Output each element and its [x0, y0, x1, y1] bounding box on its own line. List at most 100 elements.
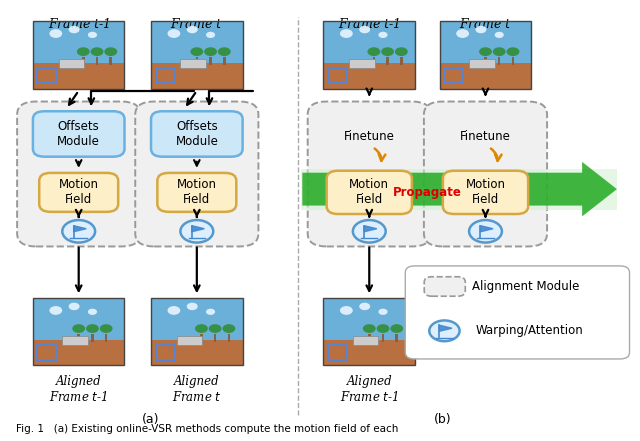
Circle shape — [91, 47, 104, 56]
Text: Aligned
Frame $t$-1: Aligned Frame $t$-1 — [49, 375, 108, 404]
Text: Frame $t$-1: Frame $t$-1 — [47, 17, 110, 30]
Circle shape — [168, 29, 180, 38]
Circle shape — [367, 47, 380, 56]
Circle shape — [86, 324, 99, 333]
Circle shape — [206, 32, 215, 38]
Circle shape — [49, 306, 62, 315]
Circle shape — [359, 26, 370, 33]
Circle shape — [390, 324, 403, 333]
Bar — [151, 299, 243, 340]
Bar — [33, 340, 125, 366]
Bar — [396, 334, 398, 342]
Polygon shape — [74, 226, 86, 232]
Circle shape — [68, 303, 79, 310]
Bar — [58, 59, 84, 68]
Circle shape — [49, 29, 62, 38]
Circle shape — [204, 47, 217, 56]
Bar — [498, 57, 500, 65]
Bar — [328, 68, 346, 83]
Bar — [105, 334, 108, 342]
Bar — [381, 334, 384, 342]
FancyBboxPatch shape — [135, 101, 259, 247]
Circle shape — [507, 47, 520, 56]
Bar — [196, 57, 198, 65]
Bar — [33, 22, 125, 63]
Bar — [469, 59, 495, 68]
Circle shape — [381, 47, 394, 56]
FancyBboxPatch shape — [326, 171, 412, 214]
Bar — [484, 57, 487, 65]
Bar — [156, 68, 174, 83]
Bar — [323, 22, 415, 89]
Text: Motion
Field: Motion Field — [465, 178, 506, 206]
Text: (b): (b) — [435, 413, 452, 426]
Bar — [38, 345, 56, 360]
Text: Finetune: Finetune — [460, 130, 511, 142]
Circle shape — [429, 321, 460, 341]
Polygon shape — [302, 162, 617, 217]
Bar — [512, 57, 514, 65]
Text: Aligned
Frame $t$-1: Aligned Frame $t$-1 — [340, 375, 399, 404]
Bar — [82, 57, 84, 65]
Bar — [109, 57, 112, 65]
Circle shape — [378, 32, 388, 38]
FancyBboxPatch shape — [443, 171, 528, 214]
Circle shape — [340, 306, 353, 315]
Bar — [228, 334, 230, 342]
Bar — [77, 334, 80, 342]
Bar — [372, 57, 375, 65]
Circle shape — [191, 47, 204, 56]
Circle shape — [104, 47, 117, 56]
Text: Offsets
Module: Offsets Module — [57, 120, 100, 148]
Text: Fig. 1   (a) Existing online-VSR methods compute the motion field of each: Fig. 1 (a) Existing online-VSR methods c… — [15, 424, 398, 434]
Bar — [301, 168, 617, 209]
Bar — [151, 340, 243, 366]
Circle shape — [206, 309, 215, 315]
Circle shape — [223, 324, 236, 333]
Bar — [440, 22, 531, 63]
Bar — [209, 57, 212, 65]
Bar — [323, 299, 415, 366]
Text: Motion
Field: Motion Field — [59, 178, 99, 206]
Bar — [223, 57, 225, 65]
Bar — [33, 63, 125, 89]
Bar — [323, 63, 415, 89]
Bar — [96, 57, 99, 65]
Circle shape — [456, 29, 469, 38]
Circle shape — [62, 220, 95, 243]
Circle shape — [100, 324, 113, 333]
Circle shape — [168, 306, 180, 315]
Polygon shape — [192, 226, 204, 232]
Bar — [440, 22, 531, 89]
Polygon shape — [481, 226, 493, 232]
Bar — [151, 63, 243, 89]
Circle shape — [479, 47, 492, 56]
Circle shape — [187, 26, 198, 33]
Bar — [33, 22, 125, 89]
Circle shape — [88, 32, 97, 38]
Text: Frame $t$-1: Frame $t$-1 — [338, 17, 401, 30]
Bar — [33, 299, 125, 366]
Bar — [368, 334, 371, 342]
FancyBboxPatch shape — [39, 173, 118, 212]
Bar — [151, 22, 243, 89]
FancyBboxPatch shape — [157, 173, 236, 212]
Bar — [33, 299, 125, 340]
Bar — [400, 57, 403, 65]
Bar — [349, 59, 375, 68]
Polygon shape — [440, 325, 452, 331]
FancyBboxPatch shape — [33, 111, 125, 157]
Bar — [91, 334, 93, 342]
Bar — [323, 340, 415, 366]
Bar — [323, 299, 415, 340]
Text: Alignment Module: Alignment Module — [472, 280, 579, 293]
FancyBboxPatch shape — [424, 101, 547, 247]
Bar — [214, 334, 216, 342]
FancyBboxPatch shape — [308, 101, 431, 247]
Circle shape — [72, 324, 85, 333]
FancyBboxPatch shape — [151, 111, 243, 157]
Bar — [62, 336, 88, 345]
Circle shape — [376, 324, 389, 333]
Text: Finetune: Finetune — [344, 130, 395, 142]
Circle shape — [218, 47, 230, 56]
